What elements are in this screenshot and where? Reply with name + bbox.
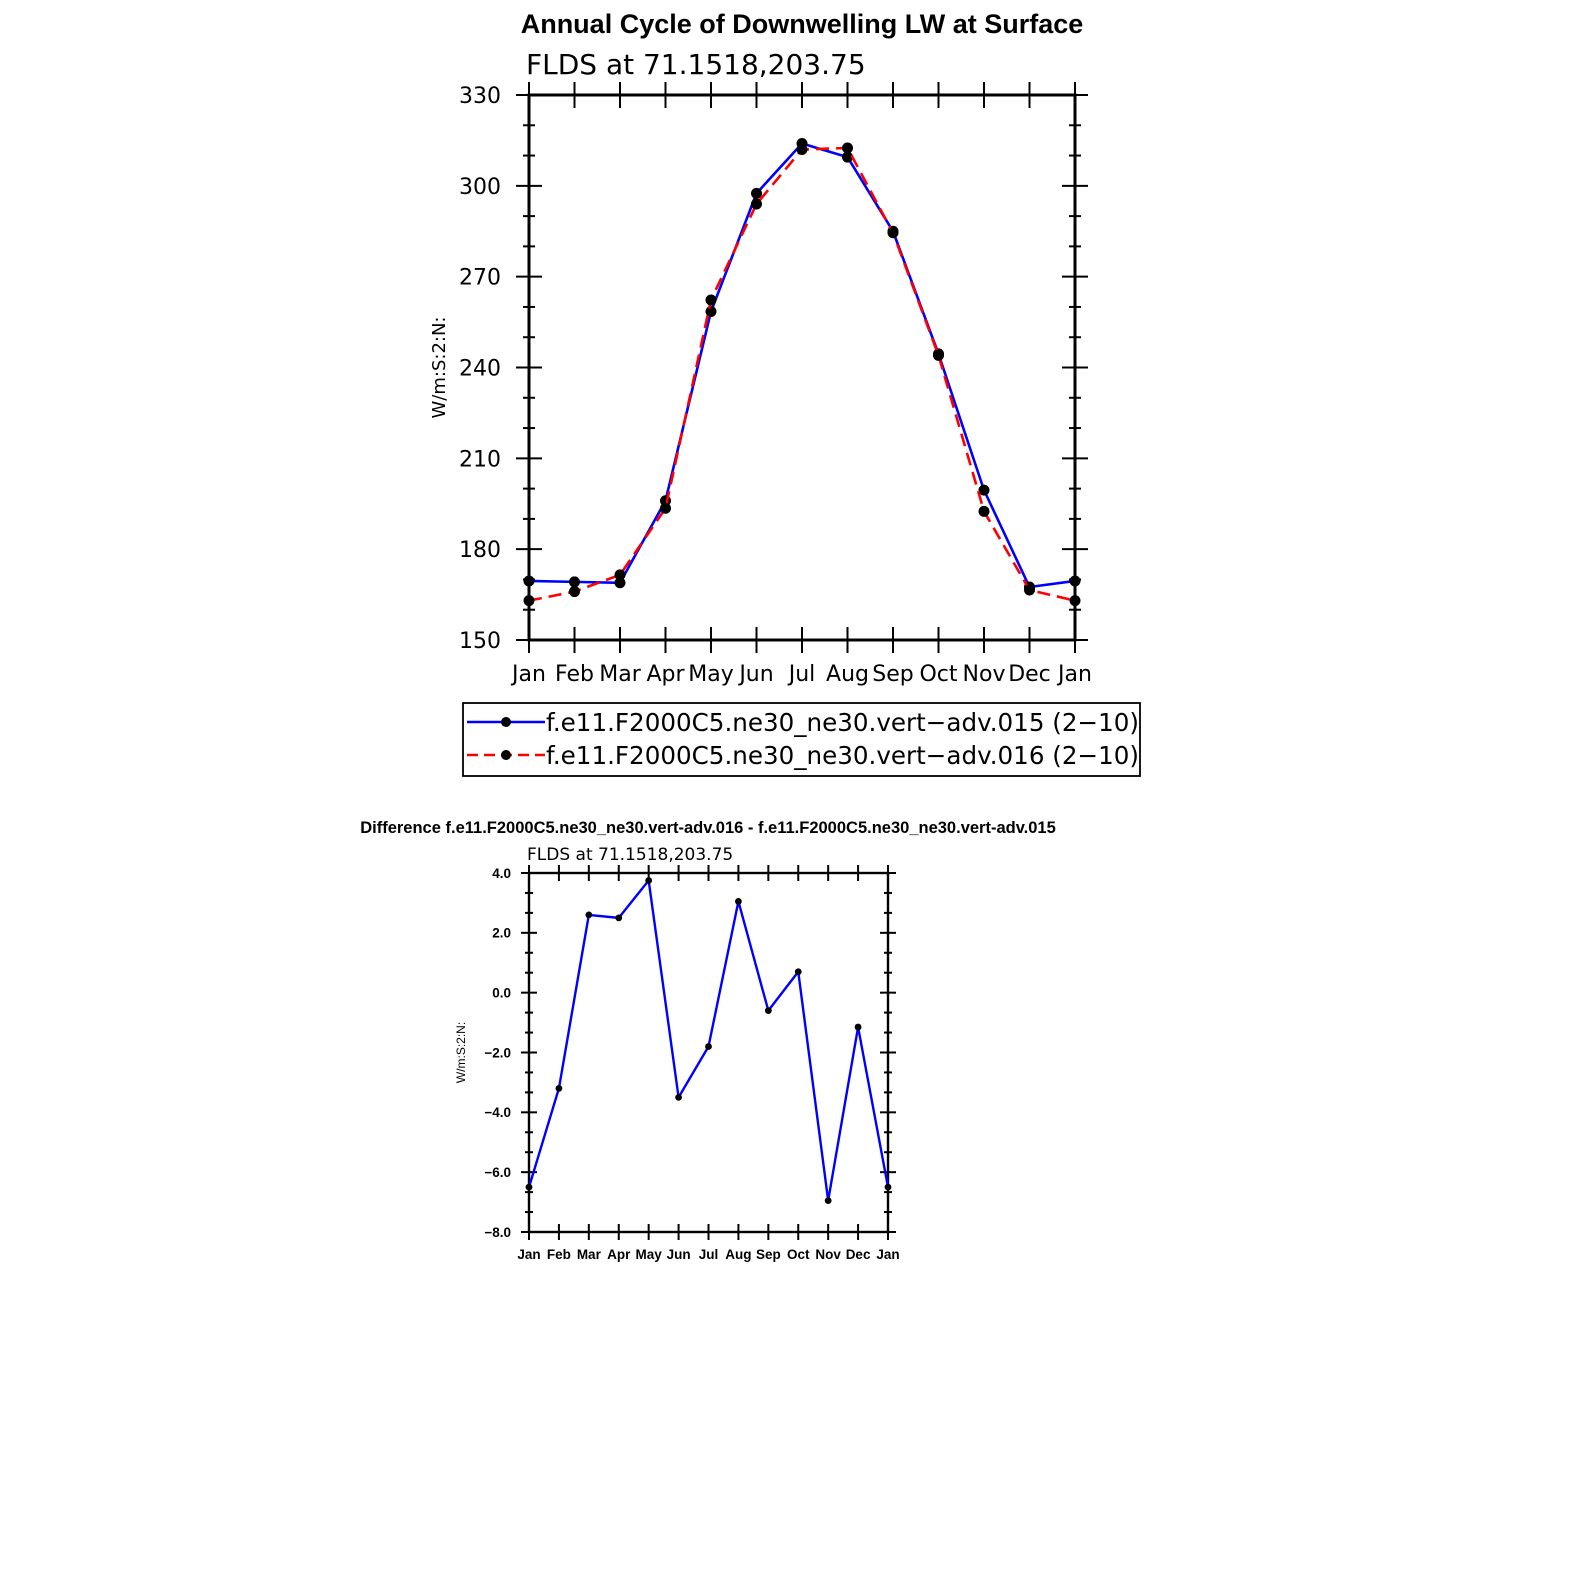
data-point xyxy=(705,305,717,317)
annual-cycle-chart: Annual Cycle of Downwelling LW at Surfac… xyxy=(429,9,1141,777)
data-point xyxy=(569,576,580,588)
x-tick-label: Jun xyxy=(737,662,773,687)
x-tick-label: Jul xyxy=(699,1247,719,1262)
legend-swatch-marker xyxy=(501,717,511,727)
y-axis-label: W/m:S:2:N: xyxy=(454,1022,468,1083)
series-line xyxy=(528,146,1076,602)
series-0 xyxy=(523,137,1081,593)
x-tick-label: May xyxy=(688,662,733,687)
data-point xyxy=(645,877,653,884)
y-tick-label: 330 xyxy=(459,84,501,109)
x-tick-label: Nov xyxy=(815,1247,841,1262)
y-tick-label: 0.0 xyxy=(492,986,511,1001)
y-tick-label: 210 xyxy=(459,447,501,472)
data-point xyxy=(555,1085,563,1092)
x-tick-label: Jan xyxy=(1056,662,1092,687)
difference-chart: Difference f.e11.F2000C5.ne30_ne30.vert-… xyxy=(360,819,1056,1262)
chart-subtitle: FLDS at 71.1518,203.75 xyxy=(527,845,733,865)
x-tick-label: Feb xyxy=(547,1247,571,1262)
x-tick-label: Sep xyxy=(756,1247,781,1262)
data-point xyxy=(615,914,623,922)
y-tick-label: −4.0 xyxy=(484,1105,511,1120)
data-point xyxy=(1069,595,1081,607)
y-axis-label: W/m:S:2:N: xyxy=(429,317,450,419)
x-tick-label: Jan xyxy=(510,662,546,687)
data-point xyxy=(751,187,762,199)
data-point xyxy=(824,1197,832,1204)
data-point xyxy=(933,349,944,361)
y-tick-label: 2.0 xyxy=(492,926,511,941)
x-tick-label: Apr xyxy=(607,1247,631,1262)
x-tick-label: Oct xyxy=(787,1247,810,1262)
data-point xyxy=(842,142,853,154)
data-point xyxy=(523,595,535,607)
x-tick-label: Nov xyxy=(963,662,1006,687)
data-point xyxy=(735,898,742,905)
y-tick-label: 180 xyxy=(459,538,501,563)
data-point xyxy=(854,1023,862,1031)
y-tick-label: 240 xyxy=(459,356,501,381)
data-point xyxy=(842,151,853,163)
data-point xyxy=(794,968,802,976)
x-tick-label: Jan xyxy=(517,1247,540,1262)
data-point xyxy=(884,1183,892,1191)
chart-subtitle: FLDS at 71.1518,203.75 xyxy=(526,48,866,81)
data-point xyxy=(978,484,990,496)
data-point xyxy=(887,227,899,239)
legend-label: f.e11.F2000C5.ne30_ne30.vert−adv.015 (2−… xyxy=(546,708,1139,737)
data-point xyxy=(614,577,626,589)
chart-title: Difference f.e11.F2000C5.ne30_ne30.vert-… xyxy=(360,819,1056,837)
series-line xyxy=(527,879,890,1202)
series-line xyxy=(528,142,1076,589)
data-point xyxy=(705,294,717,306)
x-tick-label: May xyxy=(636,1247,663,1262)
x-tick-label: Mar xyxy=(599,662,641,687)
data-point xyxy=(614,569,626,581)
x-tick-label: Aug xyxy=(725,1247,751,1262)
data-point xyxy=(585,911,593,919)
axis-ticks xyxy=(516,82,1088,653)
series-1 xyxy=(523,142,1081,607)
data-point xyxy=(660,502,671,514)
x-tick-label: Jul xyxy=(787,662,816,687)
x-tick-label: Apr xyxy=(646,662,685,687)
data-point xyxy=(751,198,762,210)
x-tick-label: Jun xyxy=(667,1247,691,1262)
legend-box xyxy=(462,702,1141,777)
y-tick-label: 150 xyxy=(459,629,501,654)
x-tick-label: Oct xyxy=(919,662,957,687)
x-tick-label: Mar xyxy=(577,1247,602,1262)
data-point xyxy=(796,144,808,155)
data-point xyxy=(525,1183,533,1191)
y-tick-label: −6.0 xyxy=(484,1165,511,1180)
y-tick-label: 270 xyxy=(459,266,501,291)
x-tick-label: Jan xyxy=(876,1247,899,1262)
y-tick-label: 300 xyxy=(459,175,501,200)
data-point xyxy=(1024,584,1035,596)
series-0 xyxy=(525,877,892,1204)
y-tick-label: −8.0 xyxy=(484,1225,511,1240)
data-point xyxy=(523,575,535,587)
x-tick-label: Aug xyxy=(826,662,869,687)
data-point xyxy=(978,505,990,517)
y-tick-label: −2.0 xyxy=(484,1045,511,1060)
legend-label: f.e11.F2000C5.ne30_ne30.vert−adv.016 (2−… xyxy=(546,741,1139,770)
legend: f.e11.F2000C5.ne30_ne30.vert−adv.015 (2−… xyxy=(462,702,1141,777)
legend-swatch-marker xyxy=(501,750,511,760)
plot-frame xyxy=(527,871,890,1234)
data-point xyxy=(764,1007,772,1015)
x-tick-label: Sep xyxy=(872,662,913,687)
data-point xyxy=(675,1093,682,1101)
plot-frame xyxy=(527,93,1077,642)
x-tick-label: Dec xyxy=(1008,662,1051,687)
data-point xyxy=(569,586,580,598)
x-tick-label: Dec xyxy=(846,1247,871,1262)
x-tick-label: Feb xyxy=(555,662,594,687)
data-point xyxy=(705,1043,712,1050)
chart-title: Annual Cycle of Downwelling LW at Surfac… xyxy=(521,9,1084,39)
data-point xyxy=(1069,575,1081,587)
axis-ticks xyxy=(521,865,896,1240)
y-tick-label: 4.0 xyxy=(492,866,511,881)
